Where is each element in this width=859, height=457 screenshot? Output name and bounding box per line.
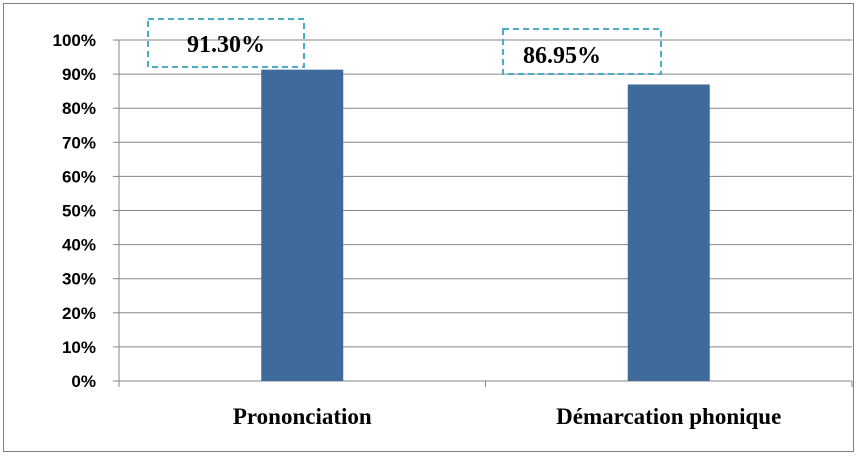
- y-tick-label: 30%: [62, 270, 96, 289]
- y-tick-label: 40%: [62, 236, 96, 255]
- chart-frame: [3, 3, 854, 452]
- data-label: 91.30%: [187, 32, 265, 58]
- data-label-box: [502, 28, 662, 75]
- y-tick-label: 90%: [62, 65, 96, 84]
- gridlines: [119, 39, 852, 348]
- bar-1: [261, 69, 344, 382]
- y-tick-label: 100%: [53, 31, 96, 50]
- y-tick-label: 60%: [62, 167, 96, 186]
- data-label: 86.95%: [523, 43, 601, 69]
- data-label-box: [147, 18, 305, 68]
- bars: [261, 69, 710, 382]
- bar-2: [627, 84, 710, 382]
- labels: 0% 10% 20% 30% 40% 50% 60% 70% 80% 90% 100% Prononc…: [53, 18, 781, 429]
- y-tick-label: 50%: [62, 202, 96, 221]
- y-tick-label: 70%: [62, 133, 96, 152]
- y-tick-label: 10%: [62, 338, 96, 357]
- x-category-label: Prononciation: [233, 404, 372, 429]
- y-tick-label: 20%: [62, 304, 96, 323]
- y-tick-label: 80%: [62, 99, 96, 118]
- x-category-label: Démarcation phonique: [556, 404, 781, 429]
- axes: [113, 39, 853, 387]
- y-tick-label: 0%: [71, 372, 96, 391]
